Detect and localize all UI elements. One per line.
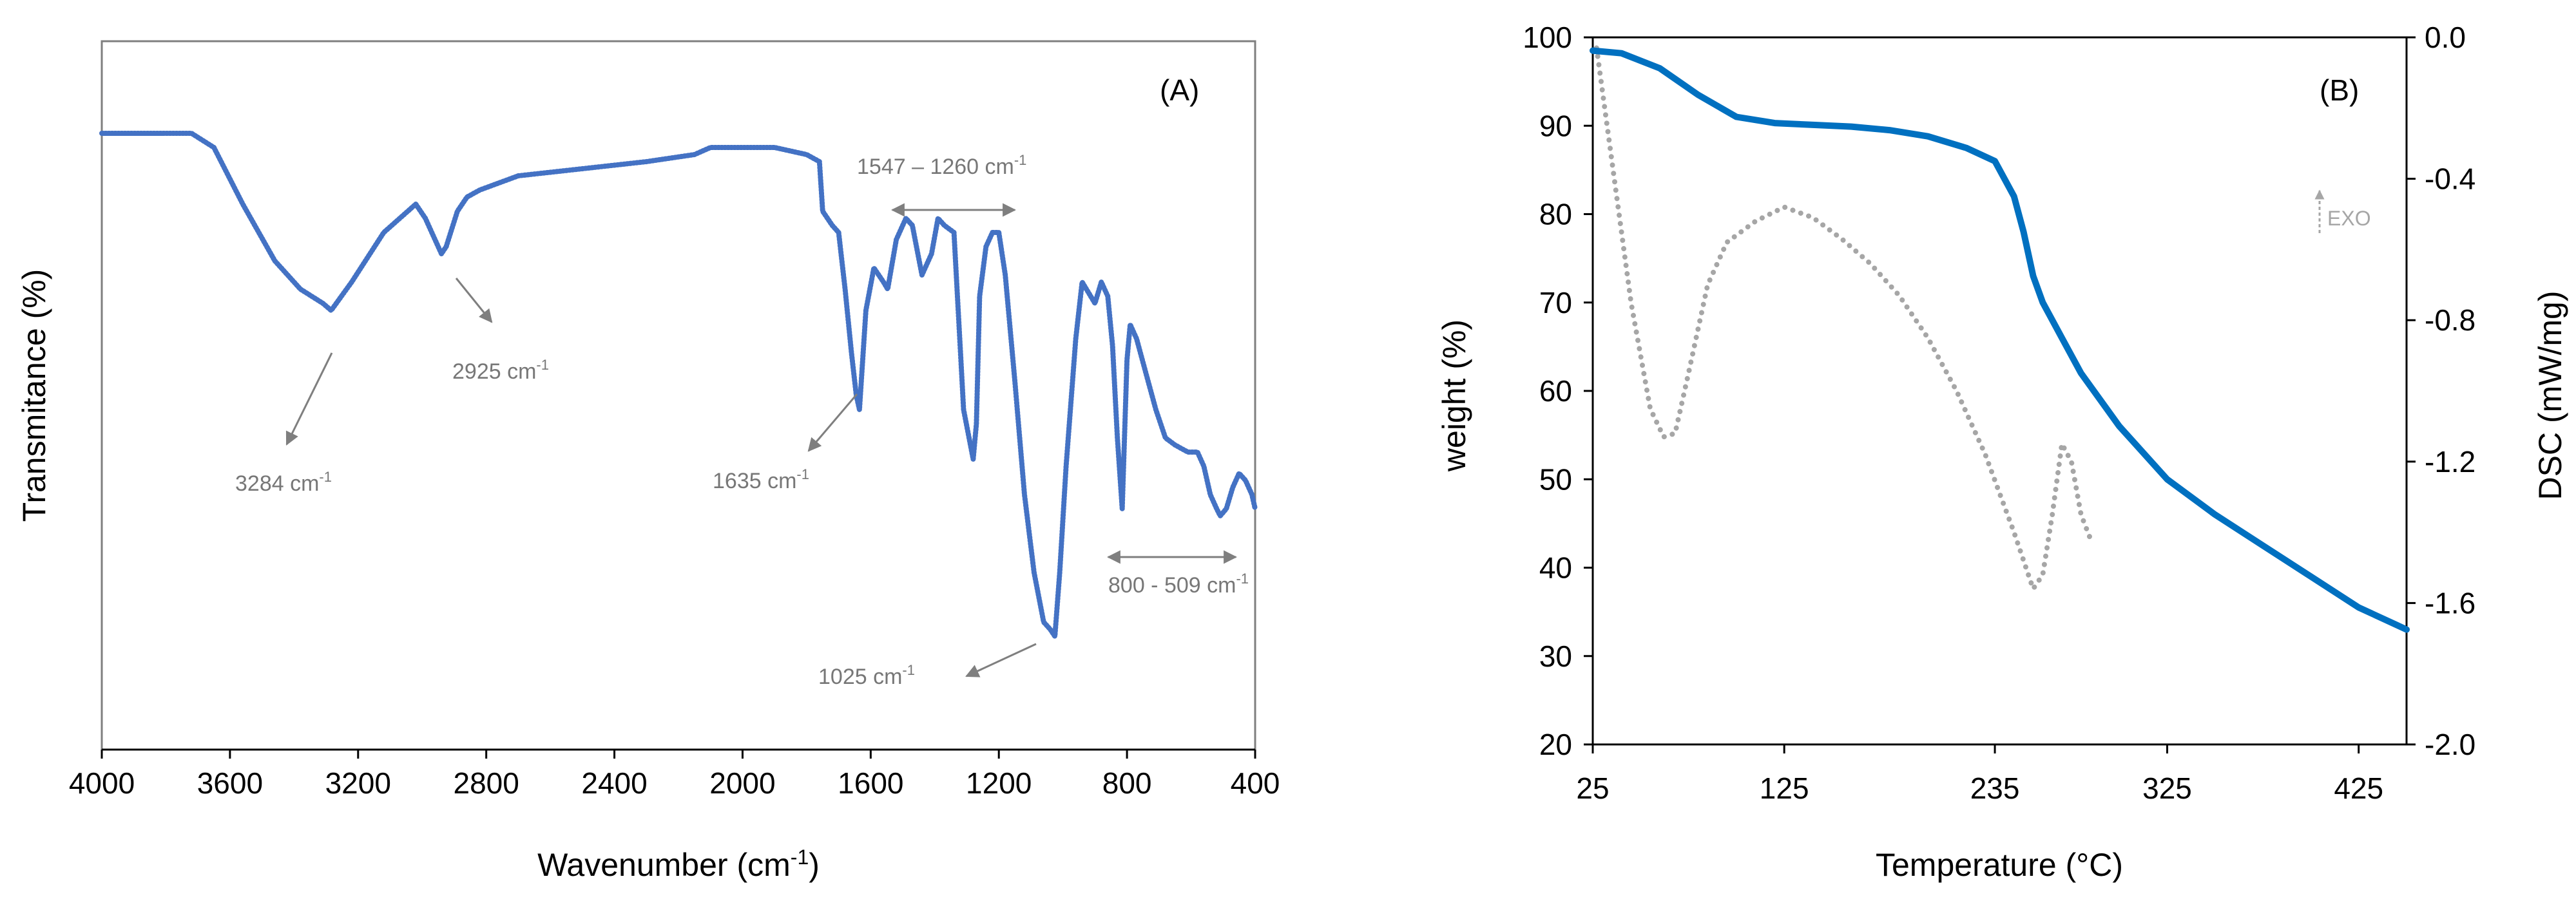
tga-y-tick-label: 30 xyxy=(1539,639,1572,673)
ftir-series-core xyxy=(102,132,1256,638)
ftir-x-ticks: 4000 3600 3200 2800 2400 2000 1600 1200 800 400 xyxy=(69,750,1280,800)
annotation-arrow-3284 xyxy=(285,352,333,446)
tga-x-tick-label: 235 xyxy=(1970,771,2020,805)
tga-y-ticks: 20 30 40 50 60 70 80 90 100 xyxy=(1523,21,1593,761)
tga-y-axis-title: weight (%) xyxy=(1436,319,1472,472)
ftir-x-tick-label: 800 xyxy=(1102,766,1152,800)
annotation-3284: 3284 cm-1 xyxy=(235,469,332,496)
tga-y-tick-label: 60 xyxy=(1539,374,1572,408)
ftir-x-tick-label: 400 xyxy=(1231,766,1280,800)
ftir-x-tick-label: 1200 xyxy=(966,766,1032,800)
dsc-y2-tick-label: -1.2 xyxy=(2425,445,2475,478)
dsc-y2-axis-title: DSC (mW/mg) xyxy=(2532,291,2568,500)
ftir-x-tick-label: 4000 xyxy=(69,766,135,800)
annotation-arrow-2925 xyxy=(455,278,493,323)
ftir-x-tick-label: 2000 xyxy=(709,766,775,800)
exo-label: EXO xyxy=(2327,207,2371,230)
tga-y-tick-label: 50 xyxy=(1539,462,1572,496)
dsc-y2-tick-label: -1.6 xyxy=(2425,586,2475,620)
tga-x-tick-label: 425 xyxy=(2334,771,2383,805)
tga-plot-frame xyxy=(1591,36,2408,746)
ftir-x-axis-title: Wavenumber (cm-1) xyxy=(537,846,820,883)
tga-series-line xyxy=(1590,47,2410,633)
tga-x-tick-label: 125 xyxy=(1760,771,1809,805)
tga-x-axis-title: Temperature (°C) xyxy=(1876,847,2123,883)
annotation-1025: 1025 cm-1 xyxy=(818,662,915,689)
ftir-series-line xyxy=(99,131,1258,639)
annotation-800-509: 800 - 509 cm-1 xyxy=(1108,571,1249,598)
dsc-series-line xyxy=(1593,45,2093,595)
ftir-y-axis-title: Transmitance (%) xyxy=(16,269,52,522)
dsc-y2-tick-label: 0.0 xyxy=(2425,21,2466,54)
tga-y-tick-label: 80 xyxy=(1539,198,1572,231)
annotation-arrow-1025 xyxy=(965,643,1037,677)
annotation-arrow-1635 xyxy=(807,393,858,452)
ftir-x-tick-label: 1600 xyxy=(838,766,903,800)
tga-x-tick-label: 25 xyxy=(1576,771,1609,805)
annotation-2925: 2925 cm-1 xyxy=(452,357,549,384)
annotation-1635: 1635 cm-1 xyxy=(713,466,809,493)
tga-y-tick-label: 70 xyxy=(1539,286,1572,319)
panel-label-b: (B) xyxy=(2320,73,2359,107)
ftir-panel: 4000 3600 3200 2800 2400 2000 1600 1200 800 400 3… xyxy=(16,40,1280,883)
ftir-x-tick-label: 3200 xyxy=(325,766,391,800)
tga-y-tick-label: 100 xyxy=(1523,21,1572,54)
ftir-plot-frame xyxy=(101,40,1256,751)
tga-dsc-panel: 20 30 40 50 60 70 80 90 100 0.0 -0.4 -0.8 -1.2 -1.6 -… xyxy=(1436,21,2568,883)
ftir-x-tick-label: 2400 xyxy=(581,766,647,800)
tga-y-tick-label: 40 xyxy=(1539,551,1572,585)
ftir-x-tick-label: 3600 xyxy=(197,766,263,800)
annotation-1547-1260: 1547 – 1260 cm-1 xyxy=(857,152,1026,179)
dsc-y2-tick-label: -2.0 xyxy=(2425,728,2475,761)
dsc-y2-tick-label: -0.4 xyxy=(2425,162,2475,196)
tga-x-tick-label: 325 xyxy=(2142,771,2192,805)
tga-y-tick-label: 20 xyxy=(1539,728,1572,761)
dsc-y2-ticks: 0.0 -0.4 -0.8 -1.2 -1.6 -2.0 xyxy=(2407,21,2475,761)
panel-label-a: (A) xyxy=(1160,73,1199,107)
dsc-y2-tick-label: -0.8 xyxy=(2425,303,2475,337)
tga-y-tick-label: 90 xyxy=(1539,109,1572,142)
ftir-x-tick-label: 2800 xyxy=(453,766,519,800)
tga-x-ticks: 25 125 235 325 425 xyxy=(1576,744,2383,805)
